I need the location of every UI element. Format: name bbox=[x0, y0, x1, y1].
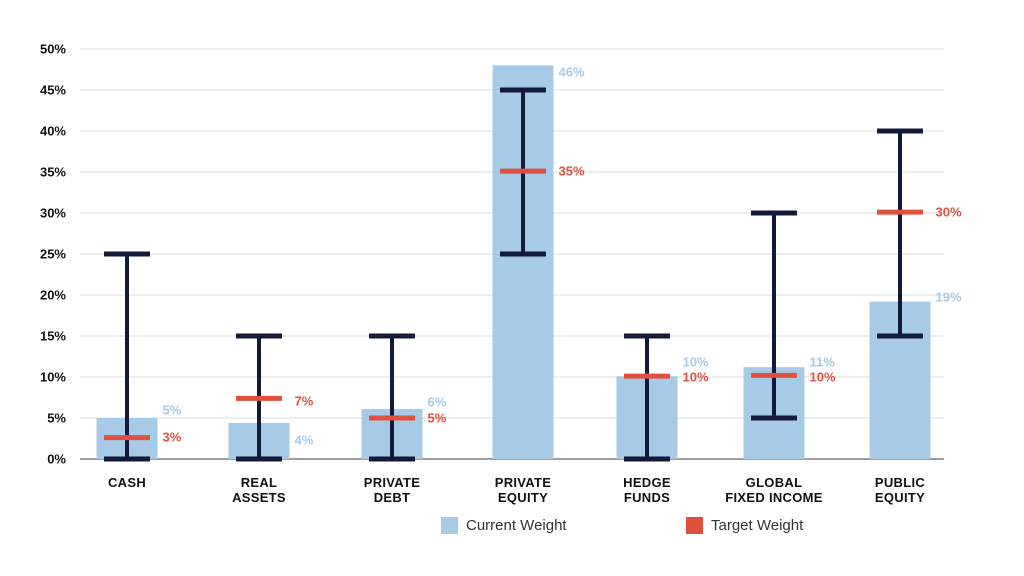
category-label: REAL bbox=[241, 475, 278, 490]
current-weight-label: 19% bbox=[936, 290, 962, 305]
category-label: FIXED INCOME bbox=[725, 490, 823, 505]
y-tick-label: 5% bbox=[47, 411, 66, 426]
category-label: PRIVATE bbox=[364, 475, 421, 490]
target-weight-label: 7% bbox=[295, 394, 314, 409]
target-weight-label: 35% bbox=[559, 164, 585, 179]
y-tick-label: 40% bbox=[40, 124, 66, 139]
legend-target-label: Target Weight bbox=[711, 517, 804, 534]
category-label: HEDGE bbox=[623, 475, 671, 490]
target-weight-label: 10% bbox=[683, 370, 709, 385]
y-tick-label: 20% bbox=[40, 288, 66, 303]
target-markers bbox=[104, 168, 923, 441]
current-weight-label: 4% bbox=[295, 433, 314, 448]
y-tick-label: 30% bbox=[40, 206, 66, 221]
y-tick-label: 0% bbox=[47, 452, 66, 467]
current-weight-label: 10% bbox=[683, 355, 709, 370]
legend-target-swatch bbox=[686, 517, 703, 534]
y-tick-label: 45% bbox=[40, 83, 66, 98]
current-weight-label: 6% bbox=[428, 395, 447, 410]
category-label: PUBLIC bbox=[875, 475, 925, 490]
category-label: CASH bbox=[108, 475, 146, 490]
category-label: EQUITY bbox=[498, 490, 548, 505]
y-tick-label: 15% bbox=[40, 329, 66, 344]
y-tick-label: 50% bbox=[40, 42, 66, 57]
category-labels: CASH REALASSETSPRIVATEDEBTPRIVATEEQUITYHE… bbox=[108, 475, 925, 505]
current-weight-label: 5% bbox=[163, 403, 182, 418]
target-weight-label: 30% bbox=[936, 205, 962, 220]
legend: Current Weight Target Weight bbox=[441, 517, 804, 534]
y-tick-label: 35% bbox=[40, 165, 66, 180]
target-weight-label: 3% bbox=[163, 430, 182, 445]
legend-current-label: Current Weight bbox=[466, 517, 567, 534]
category-label: GLOBAL bbox=[746, 475, 803, 490]
category-label: ASSETS bbox=[232, 490, 286, 505]
legend-current-swatch bbox=[441, 517, 458, 534]
target-weight-label: 5% bbox=[428, 411, 447, 426]
value-labels: 5%3% 4%7% 6%5%46%35%10%10%11%10%19%30% bbox=[163, 65, 962, 448]
y-axis-ticks: 0% 5% 10% 15% 20% 25% 30% 35% 40% 45% 50% bbox=[40, 42, 66, 467]
category-label: FUNDS bbox=[624, 490, 670, 505]
current-weight-label: 46% bbox=[559, 65, 585, 80]
target-weight-label: 10% bbox=[810, 370, 836, 385]
y-tick-label: 10% bbox=[40, 370, 66, 385]
category-label: DEBT bbox=[374, 490, 411, 505]
y-tick-label: 25% bbox=[40, 247, 66, 262]
category-label: EQUITY bbox=[875, 490, 925, 505]
current-weight-label: 11% bbox=[810, 355, 836, 370]
bars bbox=[96, 65, 931, 460]
category-label: PRIVATE bbox=[495, 475, 552, 490]
range-whiskers bbox=[104, 87, 923, 462]
